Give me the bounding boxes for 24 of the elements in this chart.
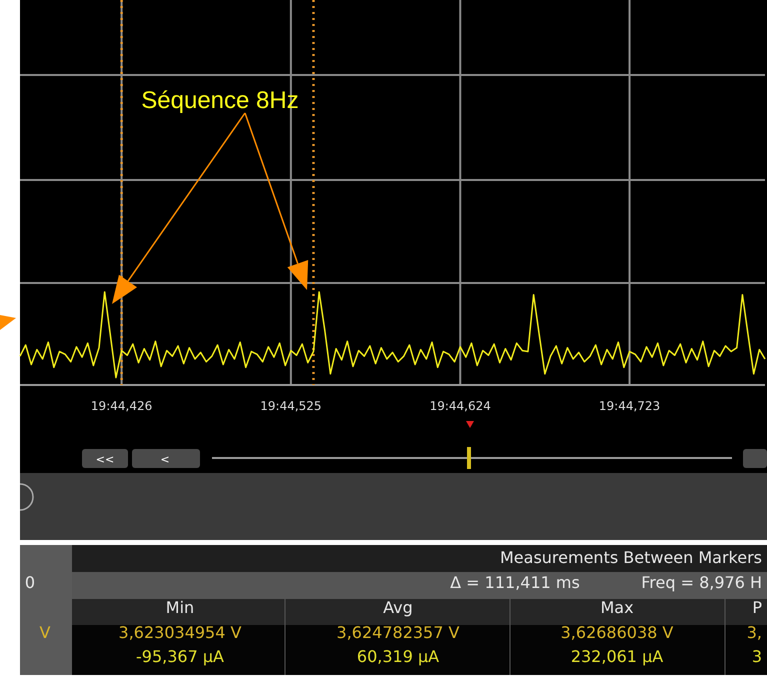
text: Measurements Between Markers: [500, 548, 762, 567]
text: Max: [600, 598, 634, 617]
text: Δ = 111,411 ms: [450, 573, 580, 592]
text: <: [160, 453, 170, 466]
text: Freq = 8,976 H: [641, 573, 762, 592]
x-tick-label: 19:44,723: [598, 399, 660, 413]
x-tick-label: 19:44,525: [260, 399, 322, 413]
x-tick-label: 19:44,426: [90, 399, 152, 413]
text: 3,62686038 V: [560, 623, 674, 642]
text: 3,623034954 V: [118, 623, 242, 642]
text: V: [40, 623, 51, 642]
text: Avg: [383, 598, 413, 617]
text: Min: [166, 598, 194, 617]
text: 60,319 µA: [356, 647, 440, 666]
text: -95,367 µA: [136, 647, 224, 666]
text: <<: [96, 453, 114, 466]
text: 0: [24, 573, 36, 592]
text: Séquence 8Hz: [141, 87, 299, 114]
text: 3,: [746, 623, 762, 642]
x-tick-label: 19:44,624: [430, 399, 491, 413]
text: 232,061 µA: [570, 647, 664, 666]
text: 3,624782357 V: [336, 623, 460, 642]
text: 3: [752, 647, 762, 666]
text: P: [752, 598, 762, 617]
